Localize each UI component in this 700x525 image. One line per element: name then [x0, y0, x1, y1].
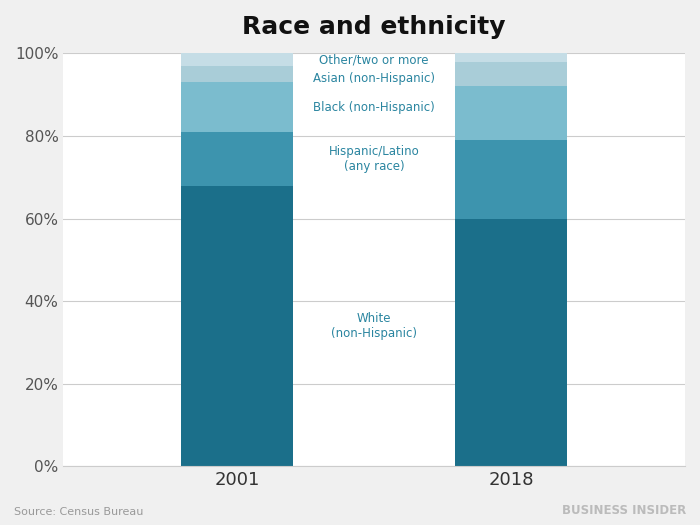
Text: Black (non-Hispanic): Black (non-Hispanic) — [314, 101, 435, 113]
Bar — [455, 45, 567, 62]
Bar — [181, 54, 293, 66]
Text: White
(non-Hispanic): White (non-Hispanic) — [331, 312, 417, 340]
Bar — [455, 140, 567, 218]
Bar — [181, 66, 293, 82]
Text: Asian (non-Hispanic): Asian (non-Hispanic) — [313, 72, 435, 85]
Bar — [181, 185, 293, 466]
Bar — [455, 87, 567, 140]
Text: BUSINESS INSIDER: BUSINESS INSIDER — [561, 504, 686, 517]
Text: Hispanic/Latino
(any race): Hispanic/Latino (any race) — [329, 145, 419, 173]
Bar — [455, 62, 567, 87]
Text: Source: Census Bureau: Source: Census Bureau — [14, 507, 144, 517]
Bar — [181, 132, 293, 185]
Bar — [455, 218, 567, 466]
Text: Other/two or more: Other/two or more — [319, 53, 429, 66]
Bar — [181, 82, 293, 132]
Title: Race and ethnicity: Race and ethnicity — [242, 15, 506, 39]
